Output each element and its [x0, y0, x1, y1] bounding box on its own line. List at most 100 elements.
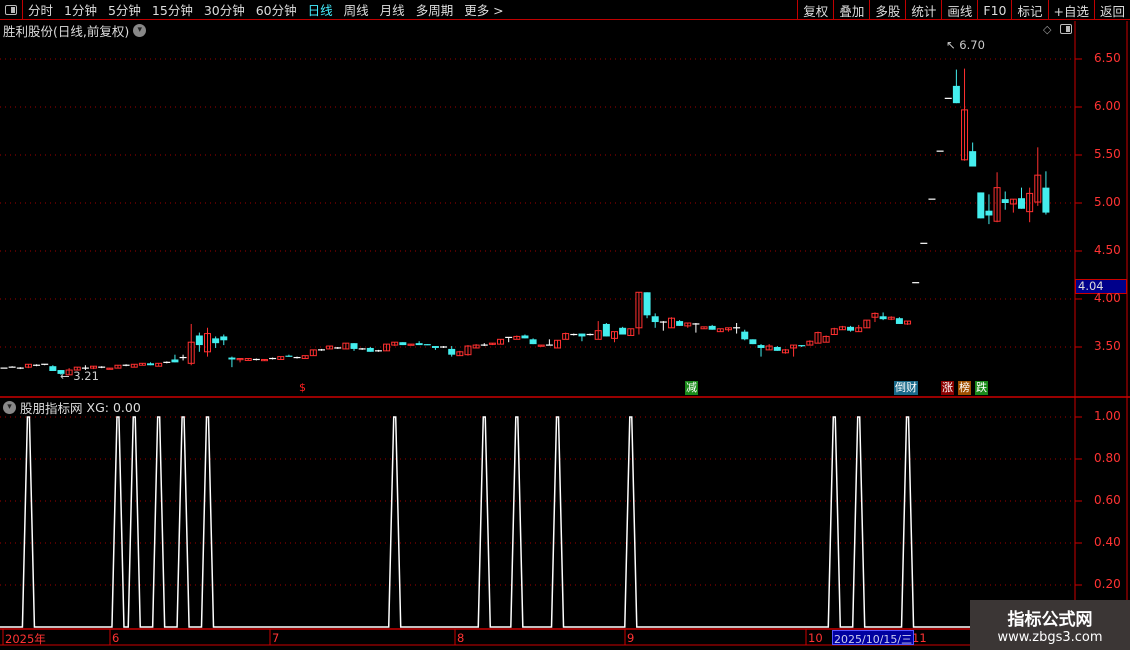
- indicator-axis-label: 0.60: [1094, 493, 1121, 507]
- candle-body: [65, 369, 73, 376]
- candle-body: [790, 344, 798, 349]
- period-tab[interactable]: 30分钟: [203, 3, 245, 18]
- candle-body: [114, 364, 122, 369]
- candle-body: [806, 340, 814, 346]
- toolbar-button[interactable]: 画线: [941, 0, 977, 20]
- candle-body: [464, 345, 472, 356]
- period-tab[interactable]: 分时: [28, 3, 54, 18]
- toolbar-button[interactable]: +自选: [1047, 0, 1094, 20]
- candle-body: [228, 357, 236, 360]
- period-tab[interactable]: 多周期: [415, 3, 454, 18]
- candle-body: [1026, 192, 1034, 213]
- date-axis-label: 7: [272, 631, 280, 645]
- candle-body: [554, 339, 562, 349]
- candle-body: [195, 335, 203, 346]
- candle-body: [342, 342, 350, 350]
- period-tab[interactable]: 周线: [343, 3, 369, 18]
- indicator-name[interactable]: 股朋指标网: [20, 401, 83, 416]
- candle-body: [383, 343, 391, 352]
- candle-body: [163, 361, 171, 363]
- candle-body: [204, 333, 211, 353]
- candle-body: [0, 367, 8, 369]
- period-tab[interactable]: 60分钟: [255, 3, 297, 18]
- event-badge[interactable]: 涨: [941, 381, 954, 395]
- candle-body: [399, 342, 407, 346]
- candle-body: [611, 331, 618, 339]
- candle-body: [594, 330, 602, 340]
- candle-body: [936, 150, 944, 152]
- indicator-value: XG: 0.00: [86, 400, 141, 415]
- date-axis-label: 11: [912, 631, 927, 645]
- price-axis-label: 5.00: [1094, 195, 1121, 209]
- event-badge[interactable]: 跌: [975, 381, 988, 395]
- candle-body: [944, 97, 952, 99]
- candle-body: [570, 333, 578, 336]
- price-axis-label: 4.00: [1094, 291, 1121, 305]
- candle-body: [773, 347, 781, 351]
- period-tab[interactable]: 日线: [307, 3, 333, 18]
- price-axis-label: 5.50: [1094, 147, 1121, 161]
- toolbar-button[interactable]: 标记: [1011, 0, 1047, 20]
- period-tab[interactable]: 15分钟: [151, 3, 193, 18]
- candle-body: [1009, 198, 1017, 205]
- period-tab[interactable]: 更多 >: [464, 3, 504, 18]
- candle-body: [374, 350, 382, 352]
- watermark-name: 指标公式网: [1007, 610, 1093, 630]
- date-axis-label: 9: [627, 631, 635, 645]
- candle-body: [106, 367, 114, 370]
- candle-body: [252, 358, 260, 361]
- candle-body: [977, 192, 985, 219]
- candle-body: [562, 333, 570, 340]
- candle-body: [301, 355, 309, 360]
- toolbar-button[interactable]: 返回: [1093, 0, 1130, 20]
- indicator-axis-label: 0.80: [1094, 451, 1121, 465]
- candle-body: [8, 366, 16, 368]
- candle-body: [33, 364, 41, 366]
- price-axis-label: 4.50: [1094, 243, 1121, 257]
- chevron-down-icon[interactable]: ▾: [3, 401, 16, 414]
- event-badge[interactable]: 榜: [958, 381, 971, 395]
- date-axis-label: 10: [808, 631, 823, 645]
- candle-body: [472, 344, 480, 349]
- price-axis-label: 3.50: [1094, 339, 1121, 353]
- candle-body: [871, 312, 879, 318]
- chart-title-bar: 胜利股份(日线,前复权) ▾: [3, 21, 147, 40]
- panel-toggle-icon[interactable]: [1060, 24, 1072, 34]
- candle-body: [1042, 187, 1050, 213]
- candle-body: [537, 344, 545, 347]
- panel-icon: [5, 4, 17, 15]
- candle-body: [692, 323, 700, 325]
- toolbar-button[interactable]: 多股: [869, 0, 905, 20]
- candle-body: [212, 338, 220, 344]
- toolbar-button[interactable]: 统计: [905, 0, 941, 20]
- candle-body: [1034, 174, 1042, 203]
- event-badge[interactable]: 倒财: [894, 381, 918, 395]
- toolbar-button[interactable]: F10: [977, 0, 1011, 20]
- event-badge[interactable]: $: [299, 381, 306, 394]
- candle-body: [627, 328, 635, 336]
- candle-body: [415, 343, 423, 346]
- toggle-panel-button[interactable]: [0, 0, 23, 20]
- indicator-title-bar: ▾ 股朋指标网 XG: 0.00: [3, 398, 141, 417]
- watermark-url: www.zbgs3.com: [997, 630, 1103, 645]
- candle-body: [529, 339, 537, 345]
- toolbar-button[interactable]: 叠加: [833, 0, 869, 20]
- period-tab[interactable]: 月线: [379, 3, 405, 18]
- period-tab[interactable]: 5分钟: [107, 3, 141, 18]
- low-price-marker: ← 3.21: [60, 369, 99, 383]
- event-badge[interactable]: 减: [685, 381, 698, 395]
- candle-body: [659, 321, 667, 323]
- chevron-down-icon[interactable]: ▾: [133, 24, 147, 37]
- candle-body: [1001, 199, 1009, 203]
- diamond-icon[interactable]: ◇: [1043, 23, 1052, 36]
- candle-body: [138, 362, 146, 366]
- candle-body: [73, 366, 81, 371]
- period-tab[interactable]: 1分钟: [64, 3, 97, 18]
- candle-body: [521, 335, 529, 339]
- candle-body: [855, 327, 863, 333]
- toolbar-button[interactable]: 复权: [797, 0, 833, 20]
- candle-body: [269, 357, 277, 360]
- candle-body: [423, 344, 431, 346]
- candle-body: [293, 356, 301, 359]
